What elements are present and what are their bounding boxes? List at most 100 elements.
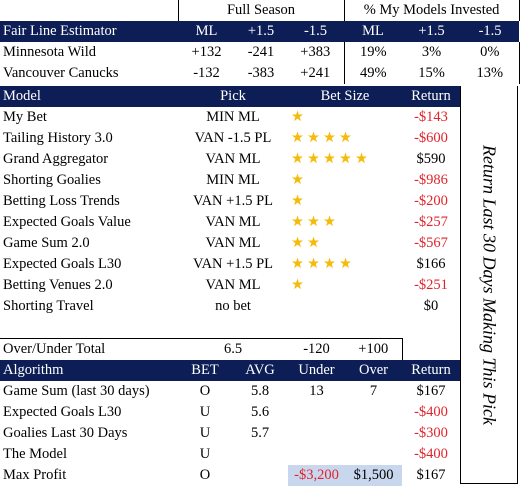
model-pick: VAN -1.5 PL xyxy=(194,130,272,146)
max-profit-over: $1,500 xyxy=(345,465,402,486)
algorithm-return: -$400 xyxy=(414,404,448,420)
table-row: Betting Venues 2.0 VAN ML ★ -$251 xyxy=(0,275,460,296)
model-return: -$143 xyxy=(414,109,448,125)
model-name: Betting Venues 2.0 xyxy=(3,277,113,293)
max-profit-row: Max Profit O -$3,200 $1,500 $167 xyxy=(0,465,460,486)
algorithm-name: The Model xyxy=(3,446,68,462)
algorithm-return: $167 xyxy=(416,383,446,399)
algorithm-return: -$400 xyxy=(414,446,448,462)
model-name: Expected Goals Value xyxy=(3,214,131,230)
model-pick: VAN ML xyxy=(205,235,261,251)
model-name: Expected Goals L30 xyxy=(3,256,122,272)
fair-minus15: +241 xyxy=(300,65,331,81)
algorithm-bet: U xyxy=(199,446,211,462)
over-line: +100 xyxy=(345,338,403,360)
bet-size-stars: ★★★★ xyxy=(288,254,402,275)
invest-plus15: 15% xyxy=(418,65,445,81)
col-invest-plus15: +1.5 xyxy=(402,21,462,42)
team-name: Minnesota Wild xyxy=(3,44,96,60)
invest-ml: 49% xyxy=(343,63,403,84)
over-under-total: 6.5 xyxy=(178,338,288,360)
models-header-row: Model Pick Bet Size Return xyxy=(0,86,460,107)
header-return: Return xyxy=(402,360,460,381)
table-row: Vancouver Canucks -132 -383 +241 49% 15%… xyxy=(0,63,520,84)
table-row: Tailing History 3.0 VAN -1.5 PL ★★★★ -$600 xyxy=(0,128,460,149)
top-header-row: Full Season % My Models Invested xyxy=(0,0,520,21)
model-return: $590 xyxy=(416,151,446,167)
model-return: $0 xyxy=(423,298,439,314)
algorithm-over xyxy=(345,444,402,465)
bet-size-stars: ★★ xyxy=(288,233,402,254)
algorithm-header-row: Algorithm BET AVG Under Over Return xyxy=(0,360,460,381)
algorithm-table: Over/Under Total 6.5 -120 +100 Algorithm… xyxy=(0,338,460,486)
model-return: -$251 xyxy=(414,277,448,293)
algorithm-name: Expected Goals L30 xyxy=(3,404,122,420)
algorithm-bet: U xyxy=(199,425,211,441)
table-row: Game Sum (last 30 days) O 5.8 13 7 $167 xyxy=(0,381,460,402)
fair-plus15: -241 xyxy=(247,44,275,60)
model-name: My Bet xyxy=(3,109,47,125)
star-icon: ★ xyxy=(307,130,323,146)
model-return: -$600 xyxy=(414,130,448,146)
algorithm-name: Goalies Last 30 Days xyxy=(3,425,128,441)
star-icon: ★ xyxy=(307,151,323,167)
star-icon: ★ xyxy=(323,214,339,230)
algorithm-return: -$300 xyxy=(414,425,448,441)
algorithm-avg: 5.6 xyxy=(250,404,270,420)
algorithm-bet: O xyxy=(199,383,211,399)
algorithm-under: 13 xyxy=(309,383,324,399)
algorithm-over xyxy=(345,423,402,444)
max-profit-return: $167 xyxy=(416,467,446,483)
max-profit-avg xyxy=(232,465,288,486)
header-bet-size: Bet Size xyxy=(288,86,402,107)
model-return: -$567 xyxy=(414,235,448,251)
model-name: Game Sum 2.0 xyxy=(3,235,90,251)
star-icon: ★ xyxy=(307,214,323,230)
max-profit-bet: O xyxy=(199,467,211,483)
bet-size-stars: ★★★★★ xyxy=(288,149,402,170)
table-row: Expected Goals Value VAN ML ★★★ -$257 xyxy=(0,212,460,233)
algorithm-bet: U xyxy=(199,404,211,420)
blank-cell xyxy=(402,339,460,361)
algorithm-name: Game Sum (last 30 days) xyxy=(3,383,150,399)
header-return: Return xyxy=(402,86,460,107)
header-over: Over xyxy=(345,360,402,381)
bet-size-stars: ★★★ xyxy=(288,212,402,233)
star-icon: ★ xyxy=(291,130,307,146)
star-icon: ★ xyxy=(291,256,307,272)
star-icon: ★ xyxy=(339,256,355,272)
fair-minus15: +383 xyxy=(300,44,331,60)
star-icon: ★ xyxy=(291,214,307,230)
header-algorithm: Algorithm xyxy=(0,360,178,381)
over-under-row: Over/Under Total 6.5 -120 +100 xyxy=(0,338,460,361)
star-icon: ★ xyxy=(339,151,355,167)
star-icon: ★ xyxy=(291,277,307,293)
invest-ml: 19% xyxy=(343,42,403,63)
col-invest-ml: ML xyxy=(344,21,403,42)
fair-ml: -132 xyxy=(193,65,220,81)
full-season-header: Full Season xyxy=(177,0,345,21)
algorithm-over: 7 xyxy=(369,383,378,399)
model-pick: VAN +1.5 PL xyxy=(192,256,274,272)
model-pick: no bet xyxy=(215,298,251,314)
return-sidebar: Return Last 30 Days Making This Pick xyxy=(460,86,518,484)
team-name: Vancouver Canucks xyxy=(3,65,119,81)
bet-size-stars: ★★★★ xyxy=(288,128,402,149)
table-row: My Bet MIN ML ★ -$143 xyxy=(0,107,460,128)
fair-plus15: -383 xyxy=(247,65,275,81)
col-invest-minus15: -1.5 xyxy=(461,21,520,42)
algorithm-under xyxy=(288,402,345,423)
header-pick: Pick xyxy=(178,86,288,107)
table-row: Expected Goals L30 U 5.6 -$400 xyxy=(0,402,460,423)
star-icon: ★ xyxy=(291,151,307,167)
table-row: Goalies Last 30 Days U 5.7 -$300 xyxy=(0,423,460,444)
table-row: Expected Goals L30 VAN +1.5 PL ★★★★ $166 xyxy=(0,254,460,275)
bet-size-stars xyxy=(288,296,402,317)
under-line: -120 xyxy=(288,338,345,360)
model-pick: VAN +1.5 PL xyxy=(192,193,274,209)
over-under-label: Over/Under Total xyxy=(0,338,178,360)
bet-size-stars: ★ xyxy=(288,170,402,191)
model-name: Grand Aggregator xyxy=(3,151,109,167)
algorithm-under xyxy=(288,444,345,465)
